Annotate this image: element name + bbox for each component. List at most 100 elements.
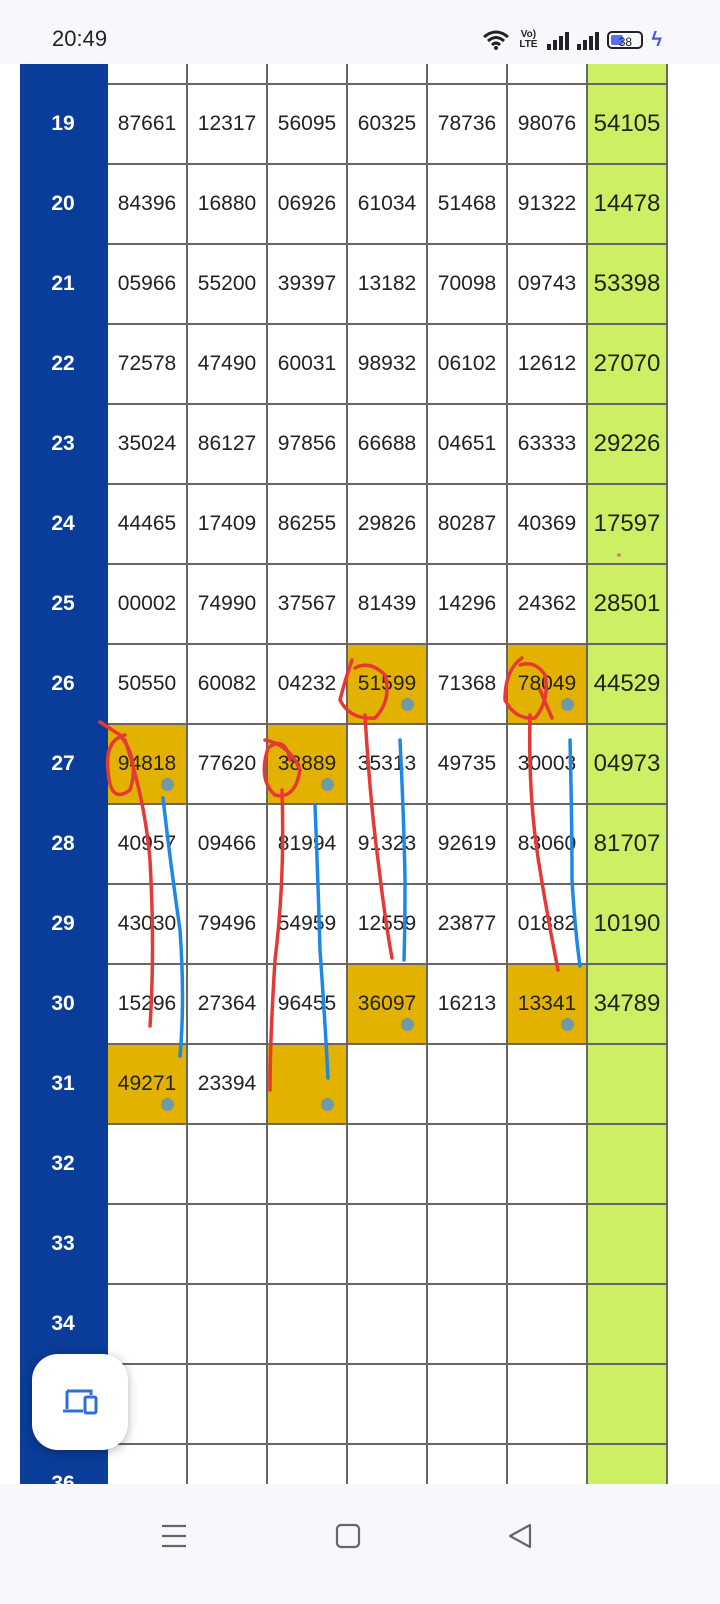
number-cell: 23877 xyxy=(428,885,508,965)
result-cell xyxy=(588,1125,668,1205)
number-cell: 61034 xyxy=(348,165,428,245)
number-cell xyxy=(268,1205,348,1285)
marker-dot xyxy=(321,1098,334,1111)
device-switch-button[interactable] xyxy=(32,1354,128,1450)
number-cell: 27364 xyxy=(188,965,268,1045)
number-cell: 71368 xyxy=(428,645,508,725)
row-index-cell: 21 xyxy=(20,245,108,325)
row-index-cell: 26 xyxy=(20,645,108,725)
number-cell: 74990 xyxy=(188,565,268,645)
menu-button[interactable] xyxy=(152,1514,196,1558)
number-cell: 92619 xyxy=(428,805,508,885)
number-cell: 98932 xyxy=(348,325,428,405)
home-button[interactable] xyxy=(326,1514,370,1558)
battery-level: 38 xyxy=(618,35,633,49)
table-row-partial xyxy=(20,64,668,85)
number-cell xyxy=(508,1125,588,1205)
table-cell xyxy=(428,64,508,85)
result-cell xyxy=(588,1045,668,1125)
number-cell: 60325 xyxy=(348,85,428,165)
number-cell xyxy=(508,1205,588,1285)
number-cell: 96455 xyxy=(268,965,348,1045)
marker-dot xyxy=(401,1018,414,1031)
number-cell: 49735 xyxy=(428,725,508,805)
number-cell xyxy=(348,1285,428,1365)
number-cell xyxy=(188,1445,268,1484)
result-cell: 53398 xyxy=(588,245,668,325)
back-button[interactable] xyxy=(498,1514,542,1558)
number-cell: 66688 xyxy=(348,405,428,485)
number-cell: 56095 xyxy=(268,85,348,165)
status-icons: Vo) LTE 38 ϟ xyxy=(483,28,662,52)
row-index-cell: 30 xyxy=(20,965,108,1045)
table-row: 21 05966 55200 39397 13182 70098 09743 53398 xyxy=(20,245,668,325)
number-cell xyxy=(508,1365,588,1445)
volte-indicator: Vo) LTE xyxy=(517,30,539,50)
number-cell: 00002 xyxy=(108,565,188,645)
number-cell xyxy=(268,1045,348,1125)
number-cell: 40957 xyxy=(108,805,188,885)
result-cell xyxy=(588,1205,668,1285)
number-cell xyxy=(428,1125,508,1205)
number-cell: 30003 xyxy=(508,725,588,805)
number-cell xyxy=(268,1445,348,1484)
number-cell: 70098 xyxy=(428,245,508,325)
number-cell xyxy=(108,1285,188,1365)
table-row: 24 44465 17409 86255 29826 80287 40369 17597 xyxy=(20,485,668,565)
number-cell xyxy=(108,1125,188,1205)
number-cell xyxy=(188,1365,268,1445)
number-cell xyxy=(108,1445,188,1484)
number-cell xyxy=(348,1045,428,1125)
number-cell: 81994 xyxy=(268,805,348,885)
result-cell xyxy=(588,1365,668,1445)
result-cell: 28501 xyxy=(588,565,668,645)
number-cell: 78736 xyxy=(428,85,508,165)
row-index-cell: 27 xyxy=(20,725,108,805)
number-cell: 12612 xyxy=(508,325,588,405)
table-row: 26 50550 60082 04232 51599 71368 78049 44529 xyxy=(20,645,668,725)
number-cell xyxy=(348,1445,428,1484)
number-cell: 04651 xyxy=(428,405,508,485)
row-index-cell: 25 xyxy=(20,565,108,645)
row-index-cell: 28 xyxy=(20,805,108,885)
number-cell: 17409 xyxy=(188,485,268,565)
number-cell: 14296 xyxy=(428,565,508,645)
number-cell: 43030 xyxy=(108,885,188,965)
number-cell: 86255 xyxy=(268,485,348,565)
result-cell: 14478 xyxy=(588,165,668,245)
number-cell: 15296 xyxy=(108,965,188,1045)
table-cell xyxy=(108,64,188,85)
number-cell: 39397 xyxy=(268,245,348,325)
number-cell xyxy=(348,1365,428,1445)
number-cell: 60031 xyxy=(268,325,348,405)
table-row: 23 35024 86127 97856 66688 04651 63333 29226 xyxy=(20,405,668,485)
row-index-cell: 31 xyxy=(20,1045,108,1125)
table-row: 25 00002 74990 37567 81439 14296 24362 28501 xyxy=(20,565,668,645)
menu-icon xyxy=(162,1524,186,1548)
number-cell: 77620 xyxy=(188,725,268,805)
row-index-cell: 36 xyxy=(20,1445,108,1484)
result-cell: 04973 xyxy=(588,725,668,805)
number-cell xyxy=(428,1285,508,1365)
table-cell xyxy=(188,64,268,85)
number-cell: 06926 xyxy=(268,165,348,245)
table-cell xyxy=(348,64,428,85)
number-cell xyxy=(268,1285,348,1365)
number-cell: 87661 xyxy=(108,85,188,165)
marker-dot xyxy=(321,778,334,791)
row-index-cell: 22 xyxy=(20,325,108,405)
number-cell: 04232 xyxy=(268,645,348,725)
row-index-cell: 33 xyxy=(20,1205,108,1285)
number-cell: 98076 xyxy=(508,85,588,165)
number-cell: 35024 xyxy=(108,405,188,485)
status-time: 20:49 xyxy=(52,26,108,51)
number-cell: 13182 xyxy=(348,245,428,325)
result-cell: 44529 xyxy=(588,645,668,725)
number-cell xyxy=(188,1125,268,1205)
table-cell xyxy=(508,64,588,85)
marker-dot xyxy=(561,698,574,711)
number-cell: 54959 xyxy=(268,885,348,965)
number-cell: 79496 xyxy=(188,885,268,965)
result-cell: 54105 xyxy=(588,85,668,165)
table-row: 35 xyxy=(20,1365,668,1445)
